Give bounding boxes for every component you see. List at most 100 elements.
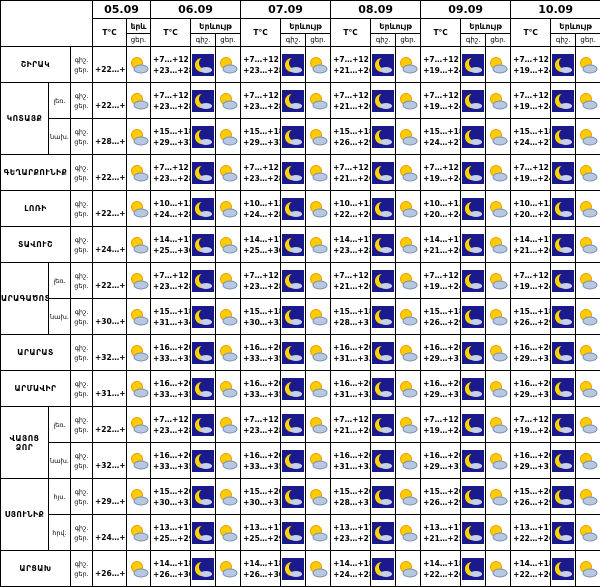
day-temp: +23…+28 xyxy=(153,65,190,76)
night-label: գիշ. xyxy=(71,307,92,317)
day-temp: +31…+33 xyxy=(333,389,370,400)
temperature: +7…+12+19…+24 xyxy=(421,407,461,443)
day-temp: +21…+26 xyxy=(333,425,370,436)
temperature: +7…+12+19…+24 xyxy=(511,155,551,191)
day-icon xyxy=(487,126,509,148)
night-temp: +7…+12 xyxy=(243,54,280,65)
phenomenon xyxy=(576,515,600,551)
phenomenon xyxy=(396,263,421,299)
sub-region: նախ. xyxy=(49,443,71,479)
temperature: +7…+12+19…+24 xyxy=(421,83,461,119)
temperature: +16…+20+33…+35 xyxy=(151,371,191,407)
night-icon xyxy=(552,306,574,328)
day-night-label: գիշ.ցեր. xyxy=(71,299,93,335)
day-icon xyxy=(397,378,419,400)
day-temp: +23…+28 xyxy=(243,101,280,112)
day-label: ցեր. xyxy=(71,317,92,327)
night-icon xyxy=(462,198,484,220)
night-temp: +15…+18 xyxy=(513,306,550,317)
day-temp: +33…+35 xyxy=(153,461,190,472)
night-temp: +15…+20 xyxy=(423,486,460,497)
day-icon xyxy=(217,162,239,184)
night-icon xyxy=(462,90,484,112)
night-temp: +13…+17 xyxy=(333,522,370,533)
phenomenon xyxy=(306,335,331,371)
night-icon xyxy=(552,162,574,184)
night-icon xyxy=(192,414,214,436)
temperature: +15…+18+29…+32 xyxy=(241,119,281,155)
phenomenon xyxy=(306,407,331,443)
night-temp: +15…+20 xyxy=(153,486,190,497)
phenomenon xyxy=(576,299,600,335)
night-icon xyxy=(462,342,484,364)
night-icon xyxy=(462,270,484,292)
data-row: նախ.գիշ.ցեր.+28…+31+15…+18+29…+32+15…+18… xyxy=(1,119,600,155)
temperature: +26…+30 xyxy=(93,551,127,587)
phenomenon xyxy=(216,191,241,227)
day-icon xyxy=(487,270,509,292)
day-temp: +19…+24 xyxy=(513,101,550,112)
phenomenon xyxy=(191,191,216,227)
day-icon xyxy=(128,306,150,328)
phenomenon xyxy=(191,119,216,155)
night-temp: +15…+20 xyxy=(243,486,280,497)
phenomenon xyxy=(281,191,306,227)
night-temp: +14…+18 xyxy=(243,558,280,569)
night-temp: +7…+12 xyxy=(153,162,190,173)
day-header: ցեր. xyxy=(576,34,600,47)
temperature: +22…+26 xyxy=(93,263,127,299)
data-row: ԱՐԱԳԱԾՈՏՆլեռ.գիշ.ցեր.+22…+26+7…+12+23…+2… xyxy=(1,263,600,299)
phenomenon xyxy=(551,371,576,407)
phenomenon xyxy=(191,551,216,587)
day-temp: +22…+26 xyxy=(333,209,370,220)
date: 06.09 xyxy=(151,1,241,19)
day-icon xyxy=(128,486,150,508)
phenomenon xyxy=(371,479,396,515)
day-night-label: գիշ.ցեր. xyxy=(71,191,93,227)
temperature: +29…+32 xyxy=(93,479,127,515)
phenomenon xyxy=(306,551,331,587)
sub-region: հրվ. xyxy=(49,515,71,551)
phenomenon xyxy=(216,47,241,83)
night-temp: +16…+20 xyxy=(243,450,280,461)
night-temp: +16…+20 xyxy=(333,342,370,353)
day-icon xyxy=(307,270,329,292)
temperature: +14…+17+21…+26 xyxy=(511,227,551,263)
temperature: +7…+12+21…+26 xyxy=(331,47,371,83)
temperature: +7…+12+23…+28 xyxy=(241,155,281,191)
temperature: +7…+12+19…+24 xyxy=(421,155,461,191)
day-icon xyxy=(487,54,509,76)
phenomenon xyxy=(191,371,216,407)
phenomenon xyxy=(551,515,576,551)
phenomenon xyxy=(396,479,421,515)
night-icon xyxy=(462,558,484,580)
temperature: +22…+26 xyxy=(93,47,127,83)
day-temp: +33…+35 xyxy=(243,353,280,364)
phenomenon xyxy=(191,299,216,335)
day-temp: +26…+29 xyxy=(333,137,370,148)
temp-header: T°C xyxy=(511,19,551,47)
night-icon xyxy=(192,90,214,112)
temperature: +7…+12+23…+28 xyxy=(151,407,191,443)
day-icon xyxy=(128,558,150,580)
night-icon xyxy=(282,270,304,292)
temperature: +7…+12+23…+28 xyxy=(241,83,281,119)
night-icon xyxy=(552,414,574,436)
night-temp: +16…+20 xyxy=(423,450,460,461)
day-icon xyxy=(128,198,150,220)
phen-header: Երևույթ xyxy=(191,19,241,34)
region-name: ԼՈՌԻ xyxy=(1,191,71,227)
temperature: +15…+18+26…+29 xyxy=(421,299,461,335)
night-icon xyxy=(372,126,394,148)
day-temp: +33…+35 xyxy=(243,461,280,472)
phenomenon xyxy=(486,191,511,227)
day-temp: +26…+30 xyxy=(243,569,280,580)
phenomenon xyxy=(551,299,576,335)
day-icon xyxy=(487,414,509,436)
temperature: +16…+20+29…+31 xyxy=(421,335,461,371)
night-header: գիշ. xyxy=(371,34,396,47)
night-temp: +10…+13 xyxy=(513,198,550,209)
phenomenon xyxy=(461,515,486,551)
night-temp: +16…+20 xyxy=(423,342,460,353)
night-icon xyxy=(192,198,214,220)
